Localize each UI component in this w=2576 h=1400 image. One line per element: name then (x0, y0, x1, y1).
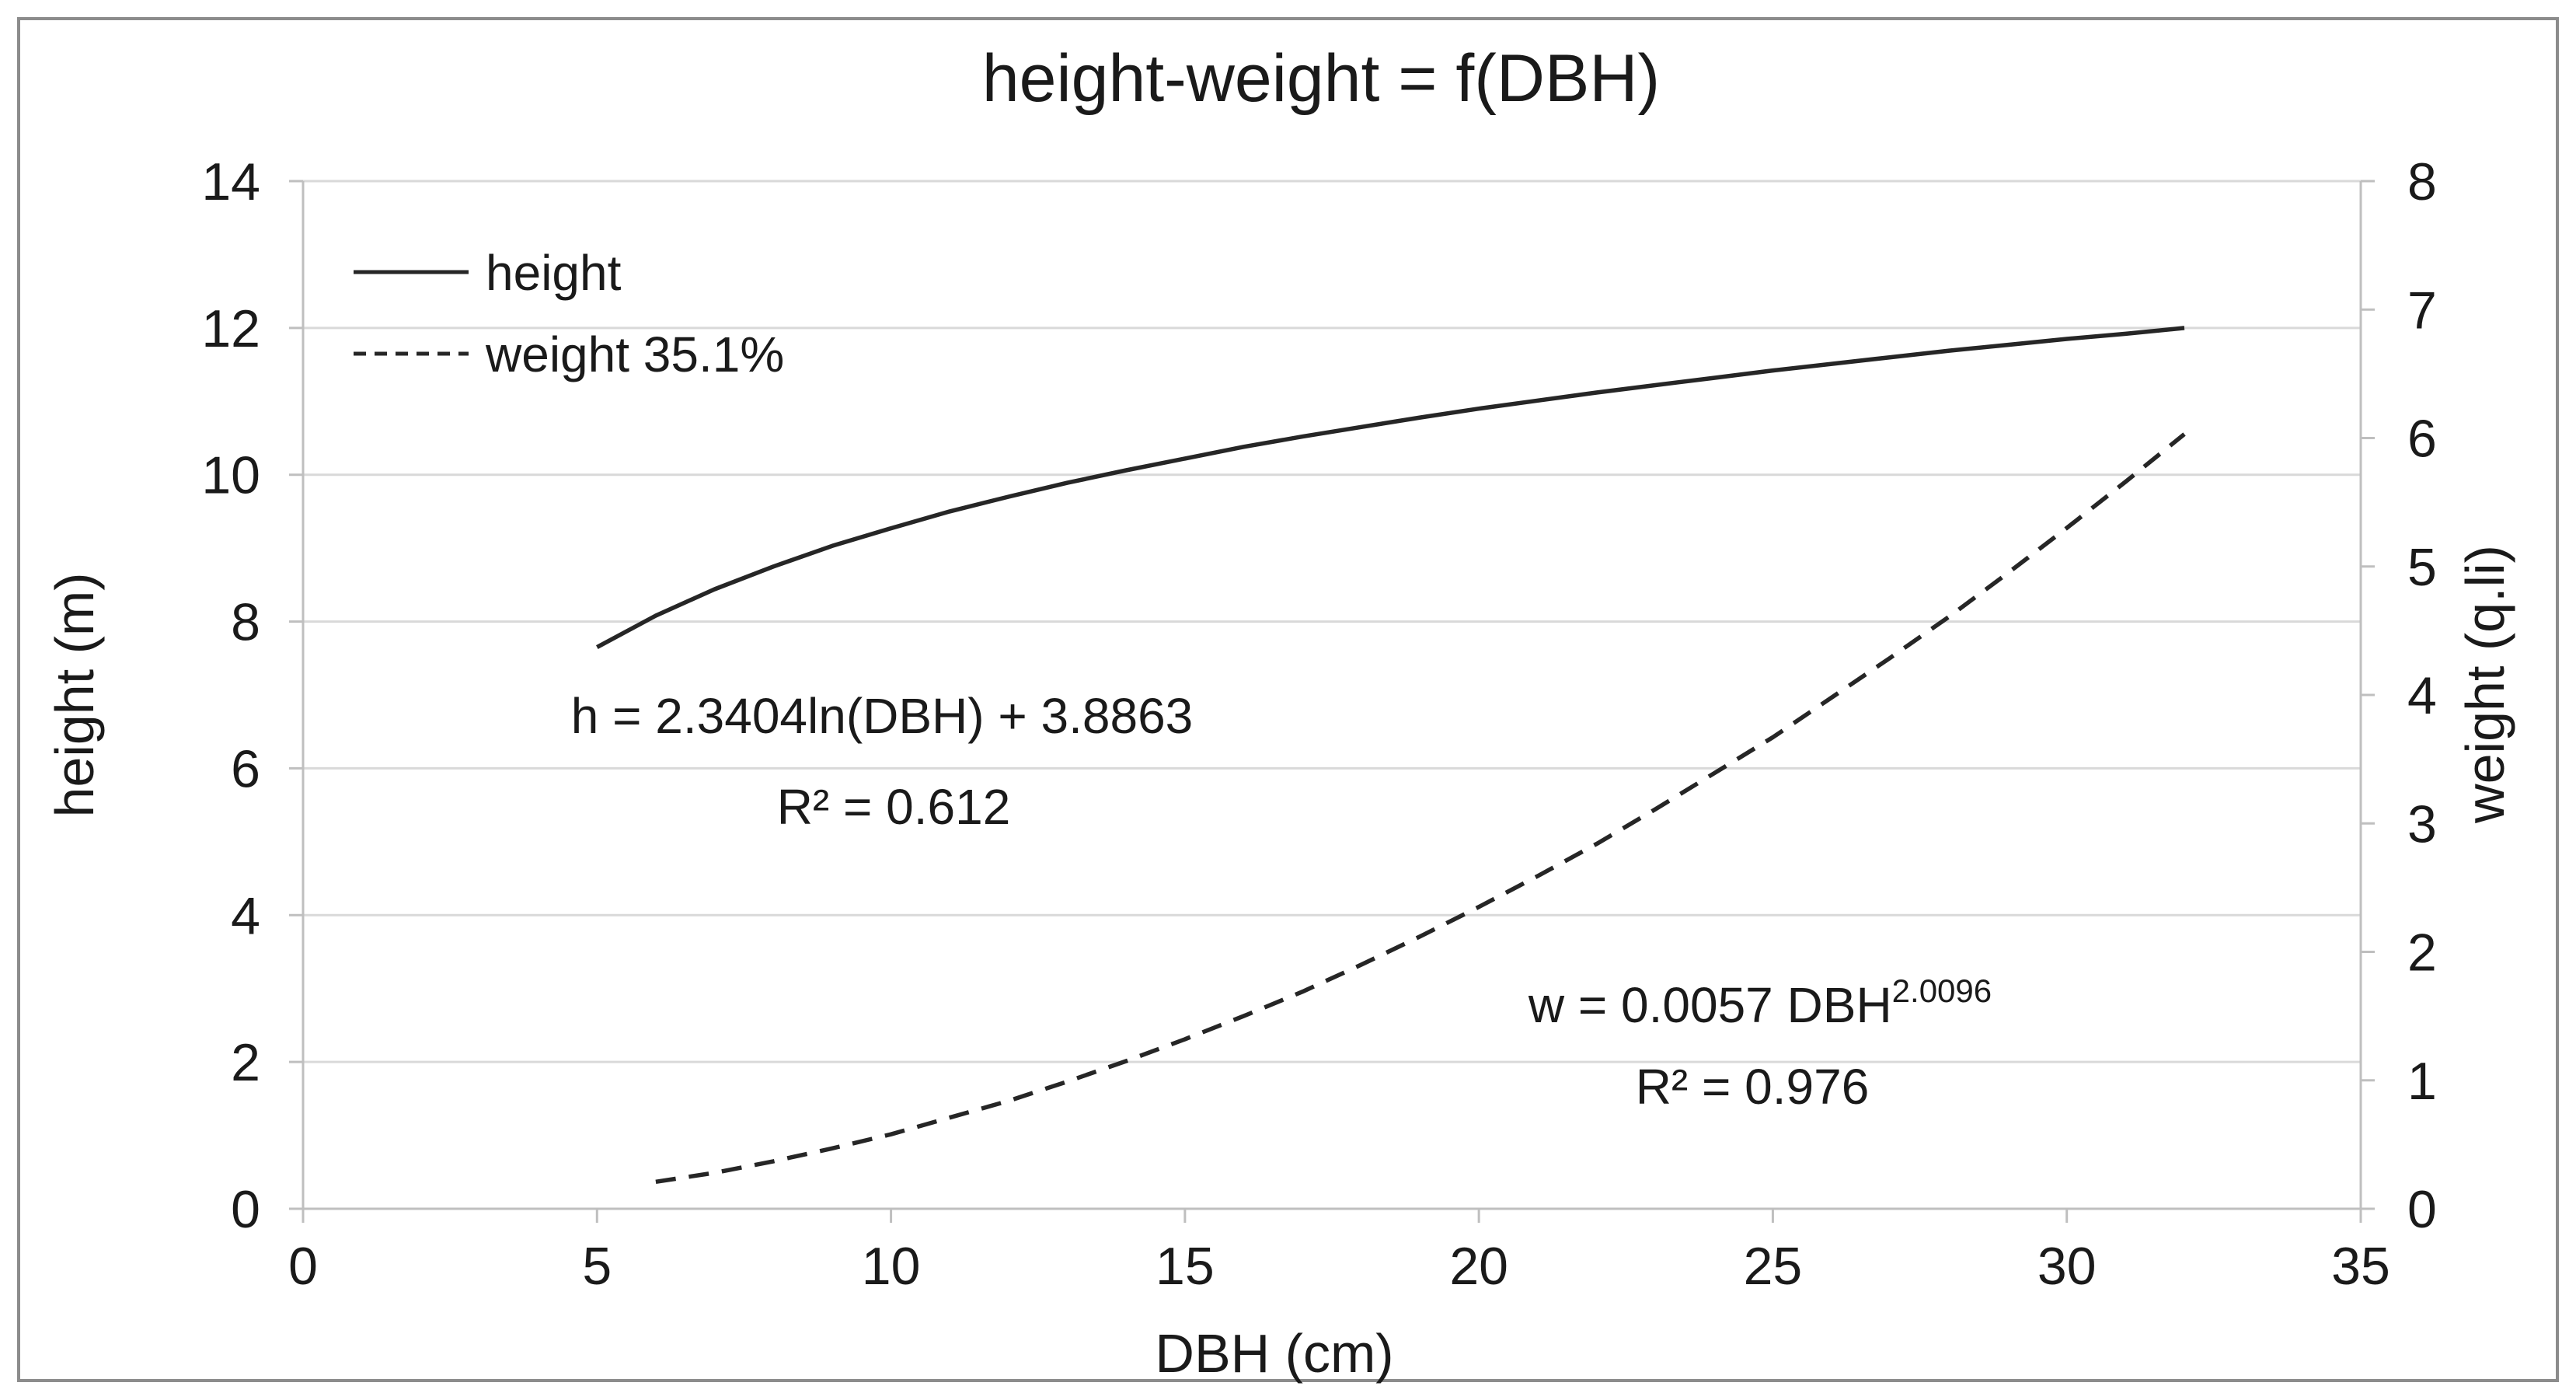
x-tick-label-10: 10 (862, 1237, 921, 1296)
y-right-tick-label-4: 4 (2407, 666, 2437, 725)
weight-series-line (655, 432, 2186, 1185)
legend-height-label: height (486, 245, 622, 301)
y-right-tick-label-2: 2 (2407, 923, 2437, 983)
y-left-tick-label-12: 12 (201, 299, 260, 358)
height-r2-text: R² = 0.612 (777, 779, 1011, 835)
chart-title: height-weight = f(DBH) (982, 41, 1660, 116)
series-curves (595, 326, 2186, 1185)
y-left-tick-label-8: 8 (231, 593, 260, 652)
weight-equation-exponent: 2.0096 (1892, 972, 1992, 1009)
y-right-tick-label-7: 7 (2407, 281, 2437, 340)
height-series-line (595, 326, 2185, 650)
weight-equation-text: w = 0.0057 DBH2.0096 (1528, 972, 1992, 1033)
weight-r2-text: R² = 0.976 (1636, 1059, 1870, 1115)
y-right-tick-label-1: 1 (2407, 1052, 2437, 1111)
legend: height weight 35.1% (354, 245, 784, 382)
y-left-axis-title: height (m) (44, 572, 105, 817)
y-right-tick-label-5: 5 (2407, 538, 2437, 597)
y-right-tick-label-6: 6 (2407, 410, 2437, 469)
height-equation-text: h = 2.3404ln(DBH) + 3.8863 (571, 688, 1194, 744)
x-tick-label-20: 20 (1449, 1237, 1508, 1296)
height-equation-annotation: h = 2.3404ln(DBH) + 3.8863 R² = 0.612 (571, 688, 1194, 835)
y-right-tick-label-3: 3 (2407, 794, 2437, 854)
y-left-tick-label-0: 0 (231, 1180, 260, 1239)
y-right-axis-title: weight (q.li) (2455, 545, 2515, 824)
y-left-tick-label-14: 14 (201, 152, 260, 211)
y-left-tick-label-10: 10 (201, 446, 260, 505)
x-tick-label-25: 25 (1744, 1237, 1803, 1296)
weight-equation-base: w = 0.0057 DBH (1528, 977, 1892, 1033)
x-axis-title: DBH (cm) (1155, 1323, 1393, 1384)
weight-equation-annotation: w = 0.0057 DBH2.0096 R² = 0.976 (1528, 972, 1992, 1115)
x-tick-label-5: 5 (582, 1237, 612, 1296)
legend-weight-label: weight 35.1% (485, 326, 784, 382)
x-tick-label-15: 15 (1156, 1237, 1215, 1296)
x-tick-label-0: 0 (288, 1237, 318, 1296)
figure-border (17, 17, 2559, 1382)
y-left-tick-label-4: 4 (231, 886, 260, 945)
x-tick-label-35: 35 (2331, 1237, 2390, 1296)
y-right-tick-label-0: 0 (2407, 1180, 2437, 1239)
y-left-tick-label-6: 6 (231, 739, 260, 798)
tick-marks (289, 180, 2375, 1223)
x-tick-label-30: 30 (2037, 1237, 2097, 1296)
y-right-tick-label-8: 8 (2407, 152, 2437, 211)
y-left-tick-label-2: 2 (231, 1033, 260, 1092)
